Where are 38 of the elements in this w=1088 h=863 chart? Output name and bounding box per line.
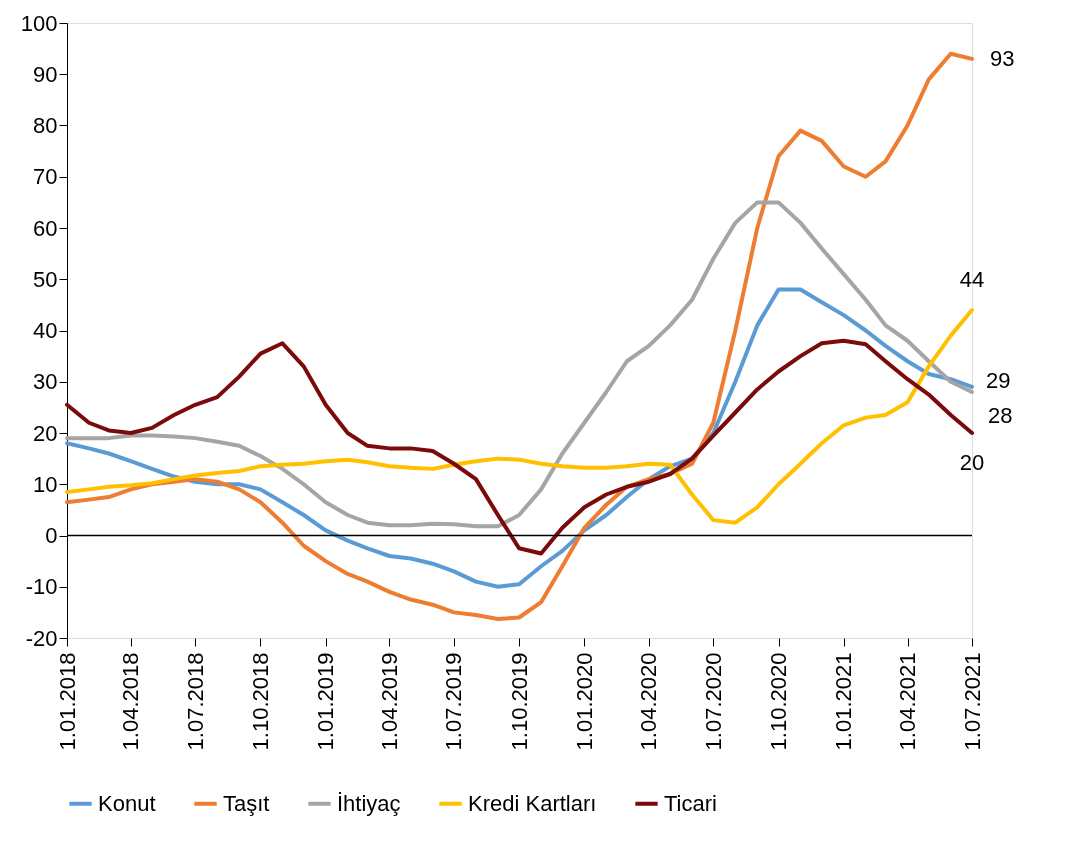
- x-tick-label: 1.10.2020: [766, 652, 792, 751]
- legend-label: Ticari: [664, 790, 717, 816]
- y-tick-label: 60: [33, 215, 58, 241]
- y-tick-label: 100: [20, 10, 58, 36]
- y-tick-label: -20: [25, 625, 58, 651]
- legend-label: Kredi Kartları: [468, 790, 597, 816]
- x-tick-label: 1.07.2021: [959, 652, 985, 751]
- x-tick-label: 1.04.2021: [895, 652, 921, 751]
- legend-label: Taşıt: [223, 790, 270, 816]
- x-tick-label: 1.07.2020: [700, 652, 726, 751]
- x-tick-label: 1.10.2018: [247, 652, 273, 751]
- y-tick-label: 20: [33, 420, 58, 446]
- x-tick-label: 1.04.2020: [636, 652, 662, 751]
- y-tick-label: 40: [33, 318, 58, 343]
- x-tick-label: 1.01.2021: [831, 652, 857, 751]
- y-tick-label: 50: [33, 266, 58, 292]
- data-label: 28: [988, 403, 1013, 428]
- y-tick-label: 80: [33, 113, 58, 138]
- x-tick-label: 1.10.2019: [506, 652, 532, 751]
- y-tick-label: 30: [33, 369, 58, 395]
- y-tick-label: -10: [25, 574, 58, 600]
- x-tick-label: 1.07.2018: [182, 652, 208, 751]
- y-tick-label: 0: [45, 523, 58, 548]
- y-tick-label: 10: [33, 471, 58, 497]
- x-tick-label: 1.01.2020: [571, 652, 597, 751]
- legend-label: Konut: [98, 790, 156, 816]
- x-tick-label: 1.01.2019: [313, 652, 339, 751]
- legend-label: İhtiyaç: [337, 790, 401, 816]
- x-tick-label: 1.01.2018: [54, 652, 80, 751]
- y-tick-label: 70: [33, 164, 58, 190]
- y-tick-label: 90: [33, 61, 58, 87]
- data-label: 44: [959, 267, 985, 292]
- data-label: 93: [990, 45, 1015, 71]
- x-tick-label: 1.04.2019: [376, 652, 402, 751]
- data-label: 20: [959, 450, 985, 475]
- x-tick-label: 1.07.2019: [441, 652, 467, 751]
- x-tick-label: 1.04.2018: [118, 652, 144, 751]
- data-label: 29: [986, 367, 1011, 393]
